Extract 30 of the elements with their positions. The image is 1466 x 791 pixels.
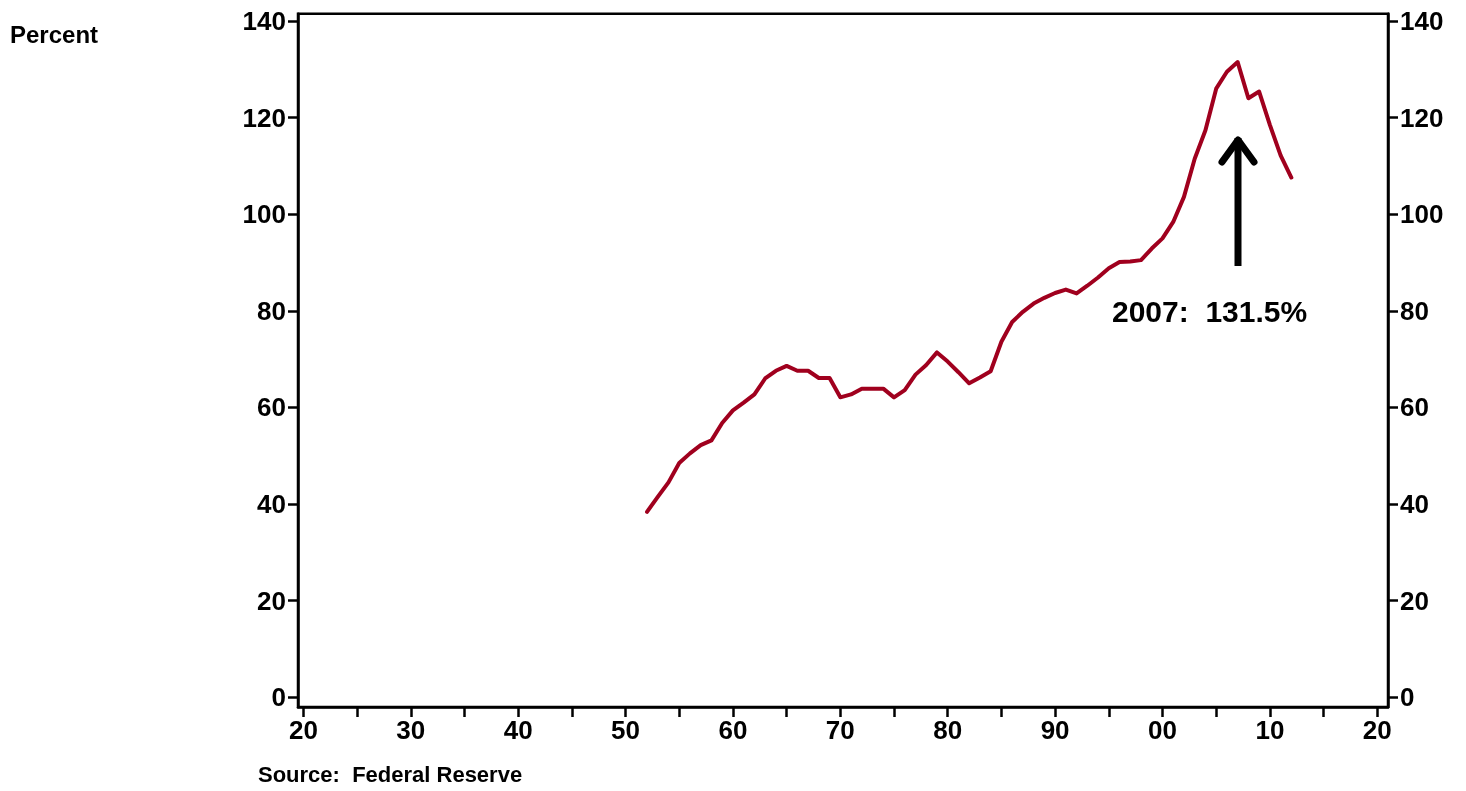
x-tick-label: 40 [503,715,533,745]
y-tick-label: 20 [257,585,286,616]
y2-tick-label: 40 [1400,489,1429,520]
y-tick-label: 40 [257,489,286,520]
x-tick-label: 20 [1362,715,1392,745]
y-tick-label: 80 [257,295,286,326]
y2-tick-label: 100 [1400,199,1444,230]
y2-tick-label: 140 [1400,6,1444,36]
x-tick-label: 10 [1255,715,1285,745]
y2-tick-label: 120 [1400,102,1444,133]
y2-tick-label: 80 [1400,295,1429,326]
y-tick-label: 0 [271,682,286,713]
y2-tick-label: 60 [1400,392,1429,423]
x-tick-label: 00 [1148,715,1177,745]
x-tick-label: 20 [288,715,318,745]
y2-tick-label: 0 [1400,682,1415,713]
text: Percent [10,20,99,48]
annotation: 2007: 131.5% [1112,294,1308,328]
x-tick-label: 60 [718,715,748,745]
x-tick-label: 70 [825,715,855,745]
source-note: Source: Federal Reserve [258,761,523,787]
y-tick-label: 140 [242,6,286,36]
x-tick-label: 50 [611,715,640,745]
y-tick-label: 100 [242,199,286,230]
x-tick-label: 80 [933,715,963,745]
x-tick-label: 30 [396,715,426,745]
y-tick-label: 60 [257,392,286,423]
x-tick-label: 90 [1040,715,1070,745]
y2-tick-label: 20 [1400,585,1429,616]
y-tick-label: 120 [242,102,286,133]
